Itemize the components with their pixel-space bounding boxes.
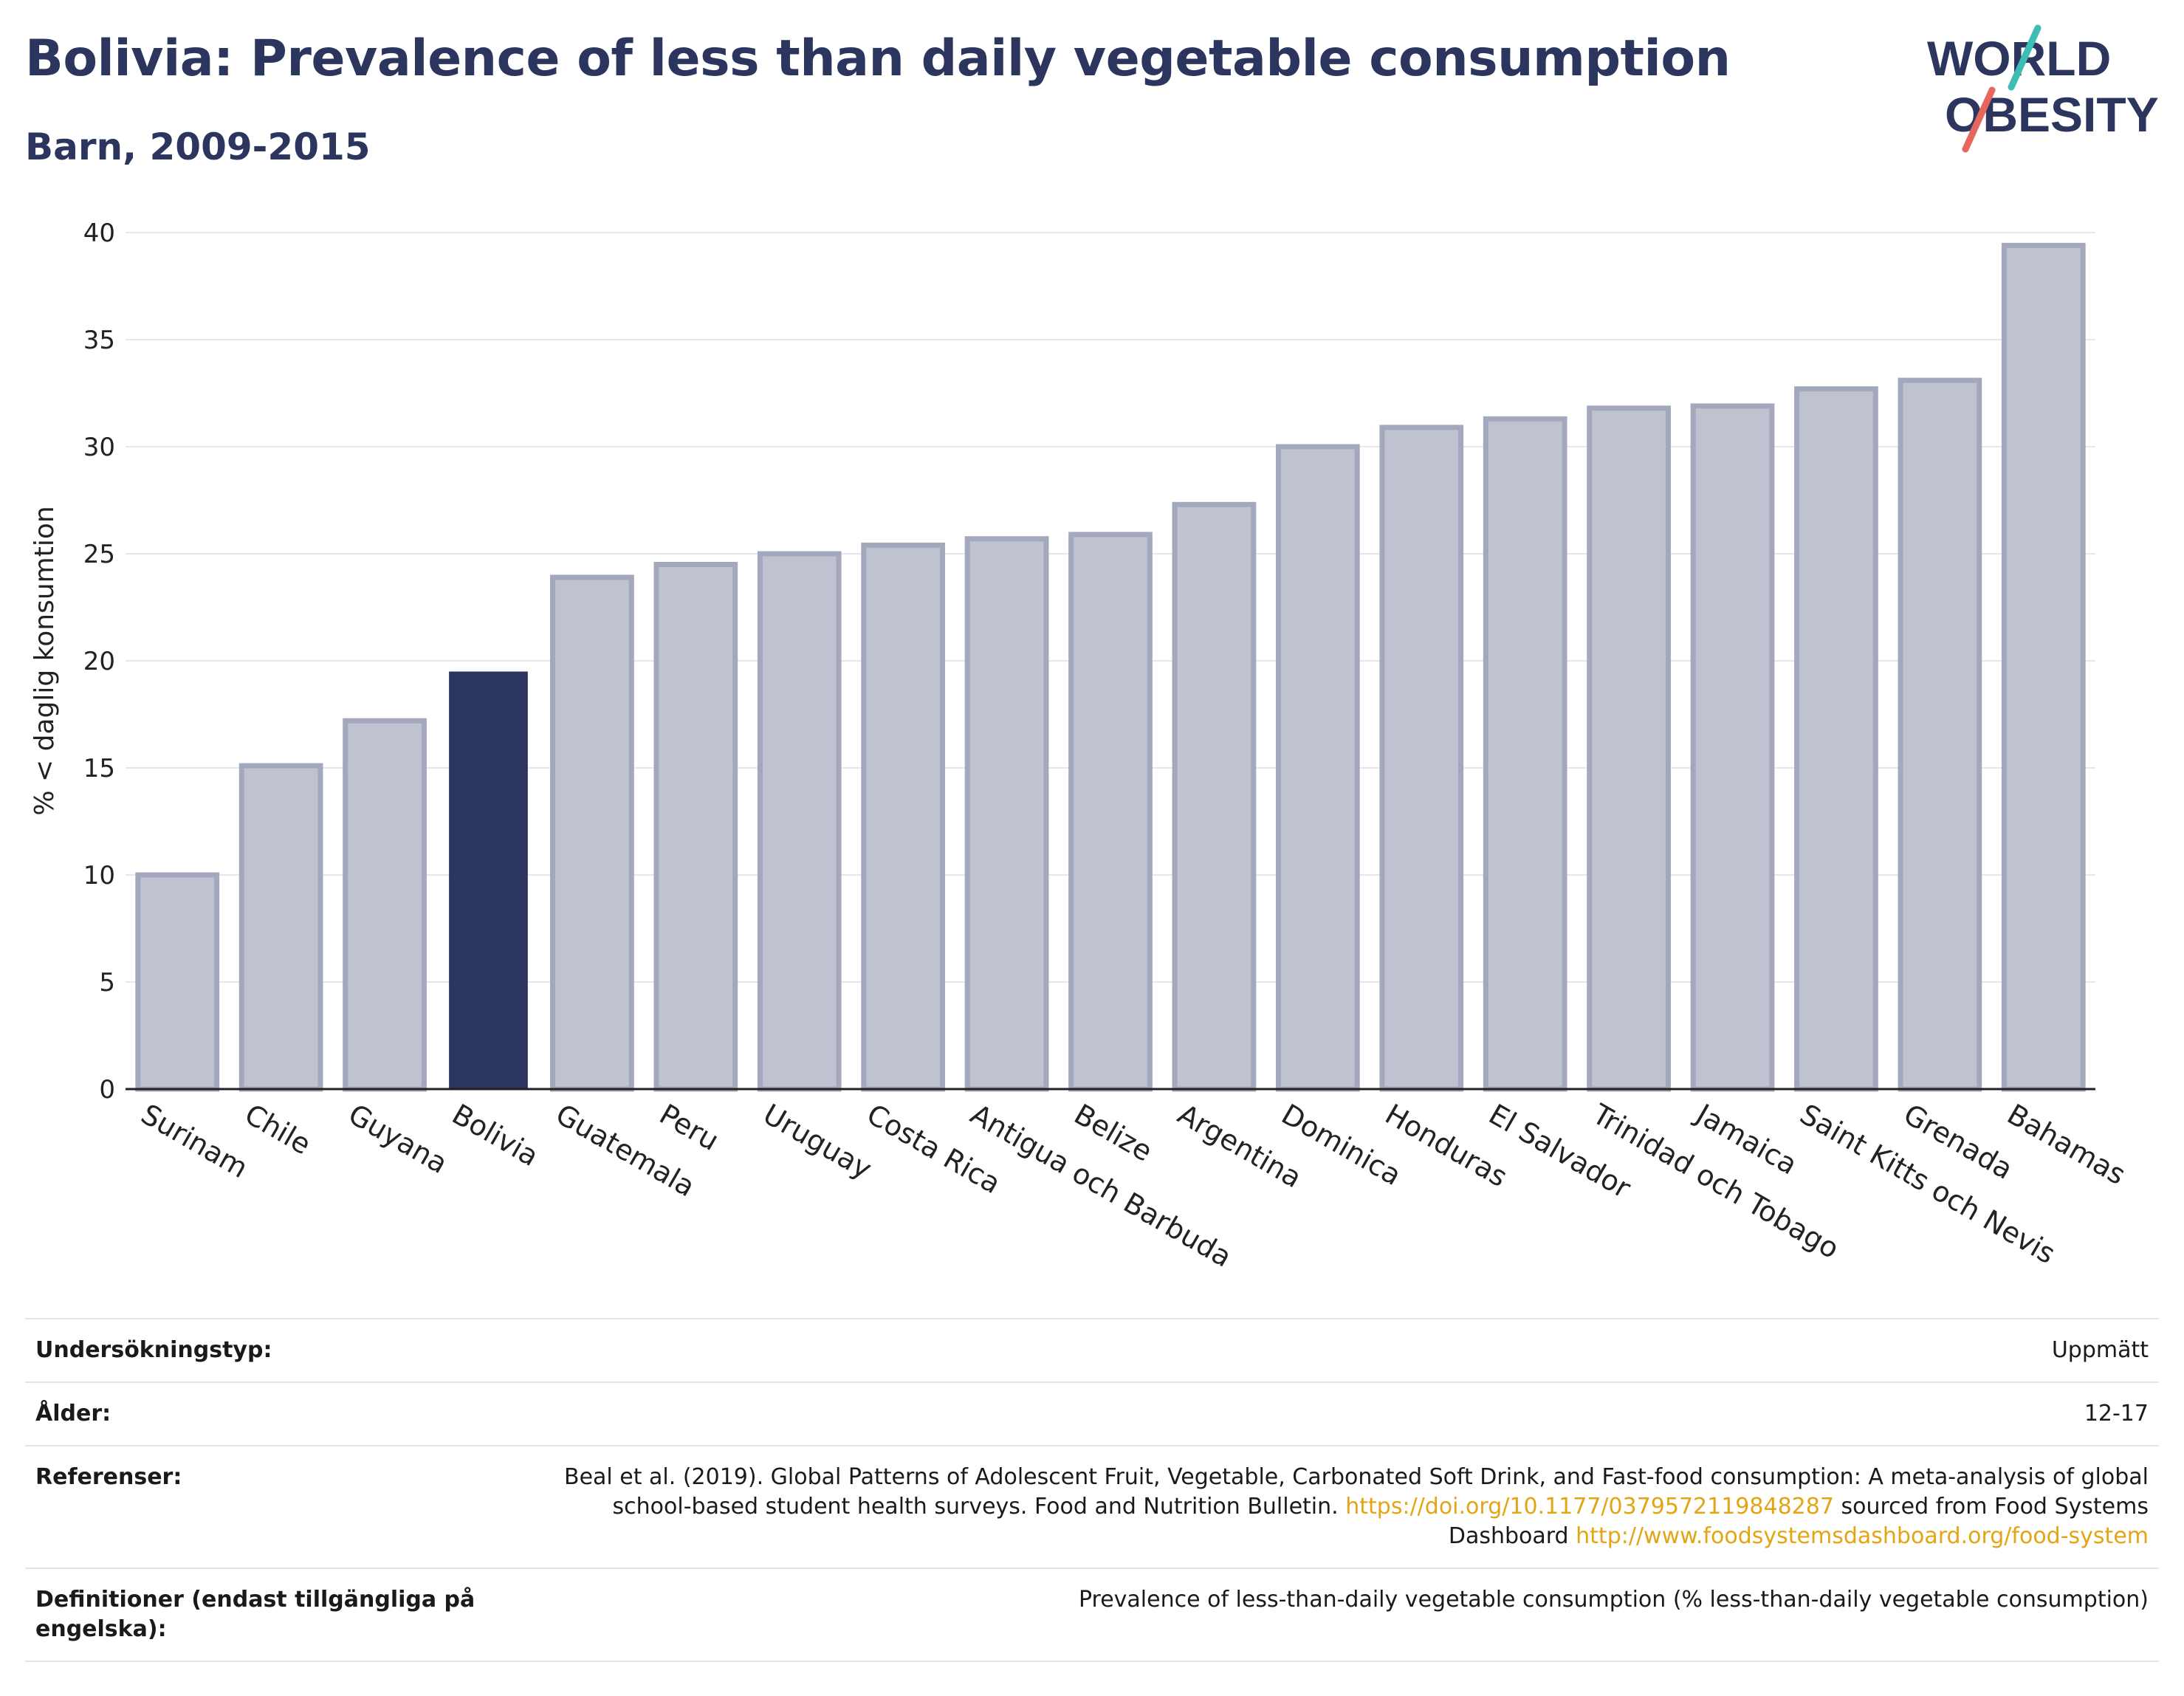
y-tick-label: 25: [83, 540, 115, 569]
bar-honduras: [1379, 425, 1464, 1092]
logo-slash-red: [1962, 86, 1996, 153]
info-row-age: Ålder: 12-17: [25, 1381, 2159, 1446]
x-tick-label: Chile: [239, 1098, 316, 1161]
page-title: Bolivia: Prevalence of less than daily v…: [25, 30, 1731, 88]
x-tick-label: Peru: [654, 1098, 724, 1157]
info-row-references: Referenser: Beal et al. (2019). Global P…: [25, 1445, 2159, 1569]
bar-antigua-och-barbuda: [964, 536, 1049, 1092]
y-axis-label: % < daglig konsumtion: [30, 506, 60, 815]
info-value: Prevalence of less-than-daily vegetable …: [504, 1568, 2159, 1662]
x-tick-label: Surinam: [136, 1098, 254, 1184]
bar-trinidad-och-tobago: [1587, 405, 1671, 1092]
logo-line2: OBESITY: [1945, 87, 2159, 142]
bar-saint-kitts-och-nevis: [1794, 386, 1878, 1092]
bar-argentina: [1172, 501, 1257, 1092]
info-value: Beal et al. (2019). Global Patterns of A…: [504, 1445, 2159, 1569]
food-systems-link[interactable]: http://www.foodsystemsdashboard.org/food…: [1576, 1523, 2149, 1549]
world-obesity-logo: WORLD OBESITY: [1927, 24, 2159, 153]
bar-chile: [238, 763, 323, 1092]
x-tick-label: Guyana: [343, 1098, 453, 1180]
bar-costa-rica: [861, 542, 946, 1092]
y-tick-label: 15: [83, 754, 115, 783]
y-tick-label: 20: [83, 647, 115, 676]
y-tick-label: 0: [99, 1075, 115, 1105]
bar-bahamas: [2001, 242, 2086, 1092]
x-tick-label: Bolivia: [447, 1098, 544, 1173]
reference-source-text: sourced from Food Systems Dashboard: [1448, 1494, 2149, 1549]
y-tick-label: 30: [83, 433, 115, 462]
x-tick-label: Uruguay: [758, 1098, 877, 1186]
info-row-definitions: Definitioner (endast tillgängliga på eng…: [25, 1568, 2159, 1662]
info-table: Undersökningstyp: Uppmätt Ålder: 12-17 R…: [25, 1318, 2159, 1662]
bar-guatemala: [550, 574, 634, 1092]
info-label: Referenser:: [25, 1445, 504, 1569]
bar-surinam: [135, 872, 220, 1092]
bar-belize: [1068, 532, 1153, 1092]
doi-link[interactable]: https://doi.org/10.1177/0379572119848287: [1345, 1494, 1834, 1520]
y-axis-ticks: 0 5 10 15 20 25 30 35 40: [83, 219, 115, 1105]
bar-guyana: [343, 718, 427, 1092]
info-label: Definitioner (endast tillgängliga på eng…: [25, 1568, 504, 1662]
y-tick-label: 10: [83, 861, 115, 890]
info-value: 12-17: [504, 1381, 2159, 1446]
bar-jamaica: [1690, 403, 1775, 1092]
y-tick-label: 35: [83, 326, 115, 355]
info-row-survey-type: Undersökningstyp: Uppmätt: [25, 1318, 2159, 1383]
bar-dominica: [1275, 444, 1360, 1092]
bar-grenada: [1898, 377, 1982, 1092]
bar-el-salvador: [1483, 416, 1567, 1092]
info-label: Undersökningstyp:: [25, 1318, 504, 1383]
x-tick-label: Bahamas: [2002, 1098, 2131, 1192]
logo-slash-teal: [2008, 24, 2042, 91]
bar-uruguay: [757, 551, 842, 1092]
bar-bolivia: [449, 671, 528, 1089]
bar-peru: [653, 562, 738, 1092]
bars: [135, 242, 2086, 1092]
info-label: Ålder:: [25, 1381, 504, 1446]
info-value: Uppmätt: [504, 1318, 2159, 1383]
page-subtitle: Barn, 2009-2015: [25, 126, 371, 168]
y-tick-label: 40: [83, 219, 115, 248]
y-tick-label: 5: [99, 968, 115, 998]
reference-text: Beal et al. (2019). Global Patterns of A…: [563, 1464, 2149, 1520]
